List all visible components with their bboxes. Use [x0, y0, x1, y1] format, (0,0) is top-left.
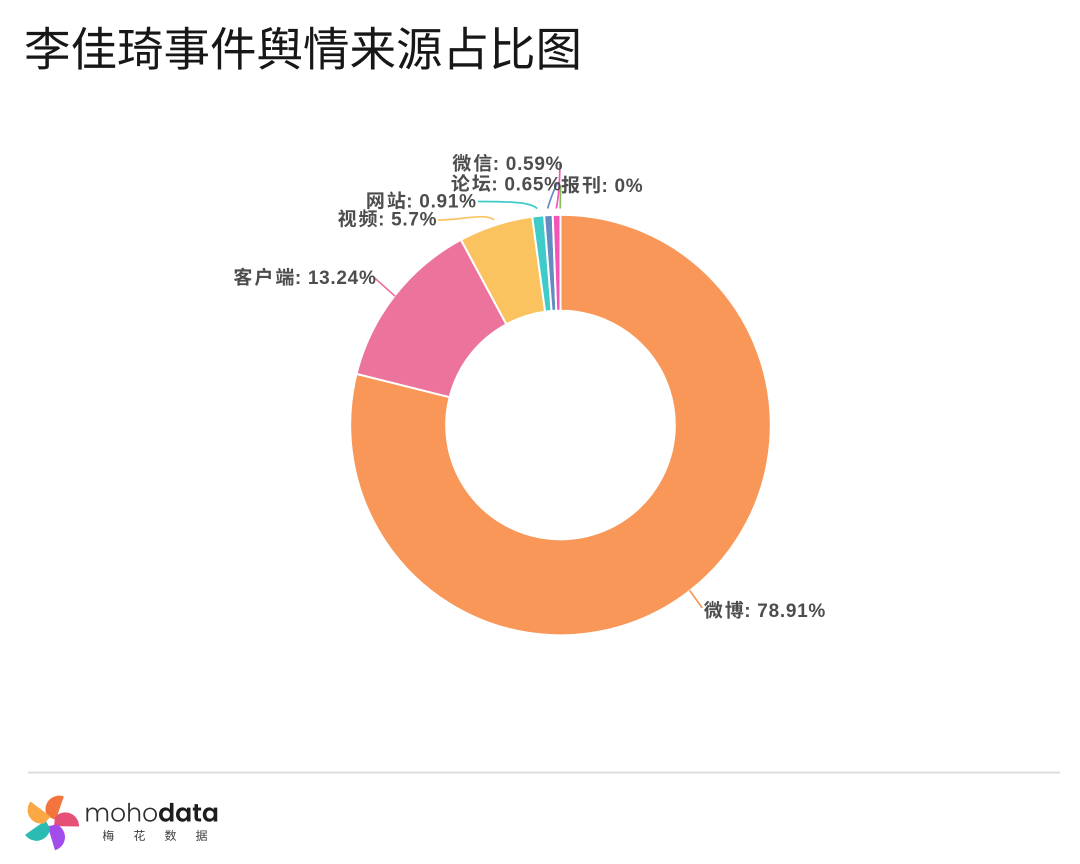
- svg-text:: 0.91%: : 0.91%: [406, 192, 476, 213]
- svg-text:: 0.65%: : 0.65%: [491, 174, 561, 195]
- svg-text:: 5.7%: : 5.7%: [378, 210, 437, 231]
- svg-text:: 0%: : 0%: [602, 176, 644, 197]
- svg-text:: 13.24%: : 13.24%: [295, 268, 377, 289]
- svg-text:: 78.91%: : 78.91%: [744, 601, 826, 622]
- svg-text:: 0.59%: : 0.59%: [493, 154, 563, 175]
